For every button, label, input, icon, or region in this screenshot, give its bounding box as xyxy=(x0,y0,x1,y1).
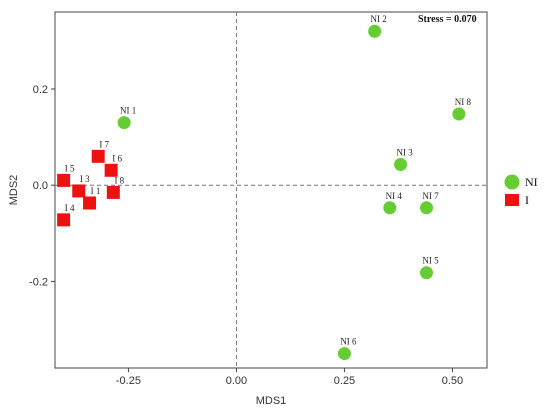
i-point xyxy=(72,184,86,198)
ni-point xyxy=(337,347,351,361)
x-tick-label: 0.25 xyxy=(334,375,355,387)
y-tick-label: -0.2 xyxy=(29,276,48,288)
plot-frame xyxy=(54,11,488,369)
point-label: NI 5 xyxy=(422,256,439,266)
x-axis-title: MDS1 xyxy=(256,395,287,407)
i-point xyxy=(57,213,71,227)
axis-ticks: -0.25 0.00 0.25 0.50 -0.2 0.0 0.2 xyxy=(29,84,463,387)
point-label: NI 6 xyxy=(340,337,357,347)
ni-point xyxy=(383,201,397,215)
point-label: NI 3 xyxy=(396,148,413,158)
legend-label: NI xyxy=(525,175,538,189)
i-point xyxy=(106,185,120,199)
y-tick-label: 0.0 xyxy=(33,180,48,192)
data-points xyxy=(57,24,466,361)
point-label: I 1 xyxy=(91,186,101,196)
ni-point xyxy=(420,266,434,280)
ni-point xyxy=(117,116,131,130)
ni-point xyxy=(452,107,466,121)
ni-point xyxy=(420,201,434,215)
point-label: I 7 xyxy=(99,139,109,149)
y-axis-title: MDS2 xyxy=(8,175,20,206)
x-tick-label: 0.00 xyxy=(226,375,247,387)
point-label: NI 1 xyxy=(120,106,136,116)
point-label: NI 8 xyxy=(455,97,472,107)
ni-point xyxy=(368,24,382,38)
point-label: I 4 xyxy=(65,203,75,213)
legend-label: I xyxy=(525,193,529,207)
x-tick-label: 0.50 xyxy=(442,375,463,387)
ni-point xyxy=(394,158,408,172)
point-label: I 5 xyxy=(65,163,75,173)
y-tick-label: 0.2 xyxy=(33,84,48,96)
i-point xyxy=(57,173,71,187)
i-point xyxy=(83,196,97,210)
i-point xyxy=(104,163,118,177)
stress-annotation: Stress = 0.070 xyxy=(418,14,477,25)
zero-reference-lines xyxy=(55,12,487,368)
point-label: I 8 xyxy=(114,175,124,185)
point-label: NI 7 xyxy=(422,191,439,201)
point-label: I 6 xyxy=(112,153,122,163)
i-point xyxy=(91,149,105,163)
legend: NI I xyxy=(504,174,538,207)
legend-i-marker xyxy=(505,194,519,206)
point-label: NI 2 xyxy=(371,14,387,24)
legend-ni-marker xyxy=(504,174,520,190)
point-label: I 3 xyxy=(80,174,90,184)
x-tick-label: -0.25 xyxy=(116,375,141,387)
point-label: NI 4 xyxy=(386,191,403,201)
point-labels: NI 1 NI 2 NI 3 NI 4 NI 5 NI 6 NI 7 NI 8 I 1I 3 I … xyxy=(65,14,472,346)
